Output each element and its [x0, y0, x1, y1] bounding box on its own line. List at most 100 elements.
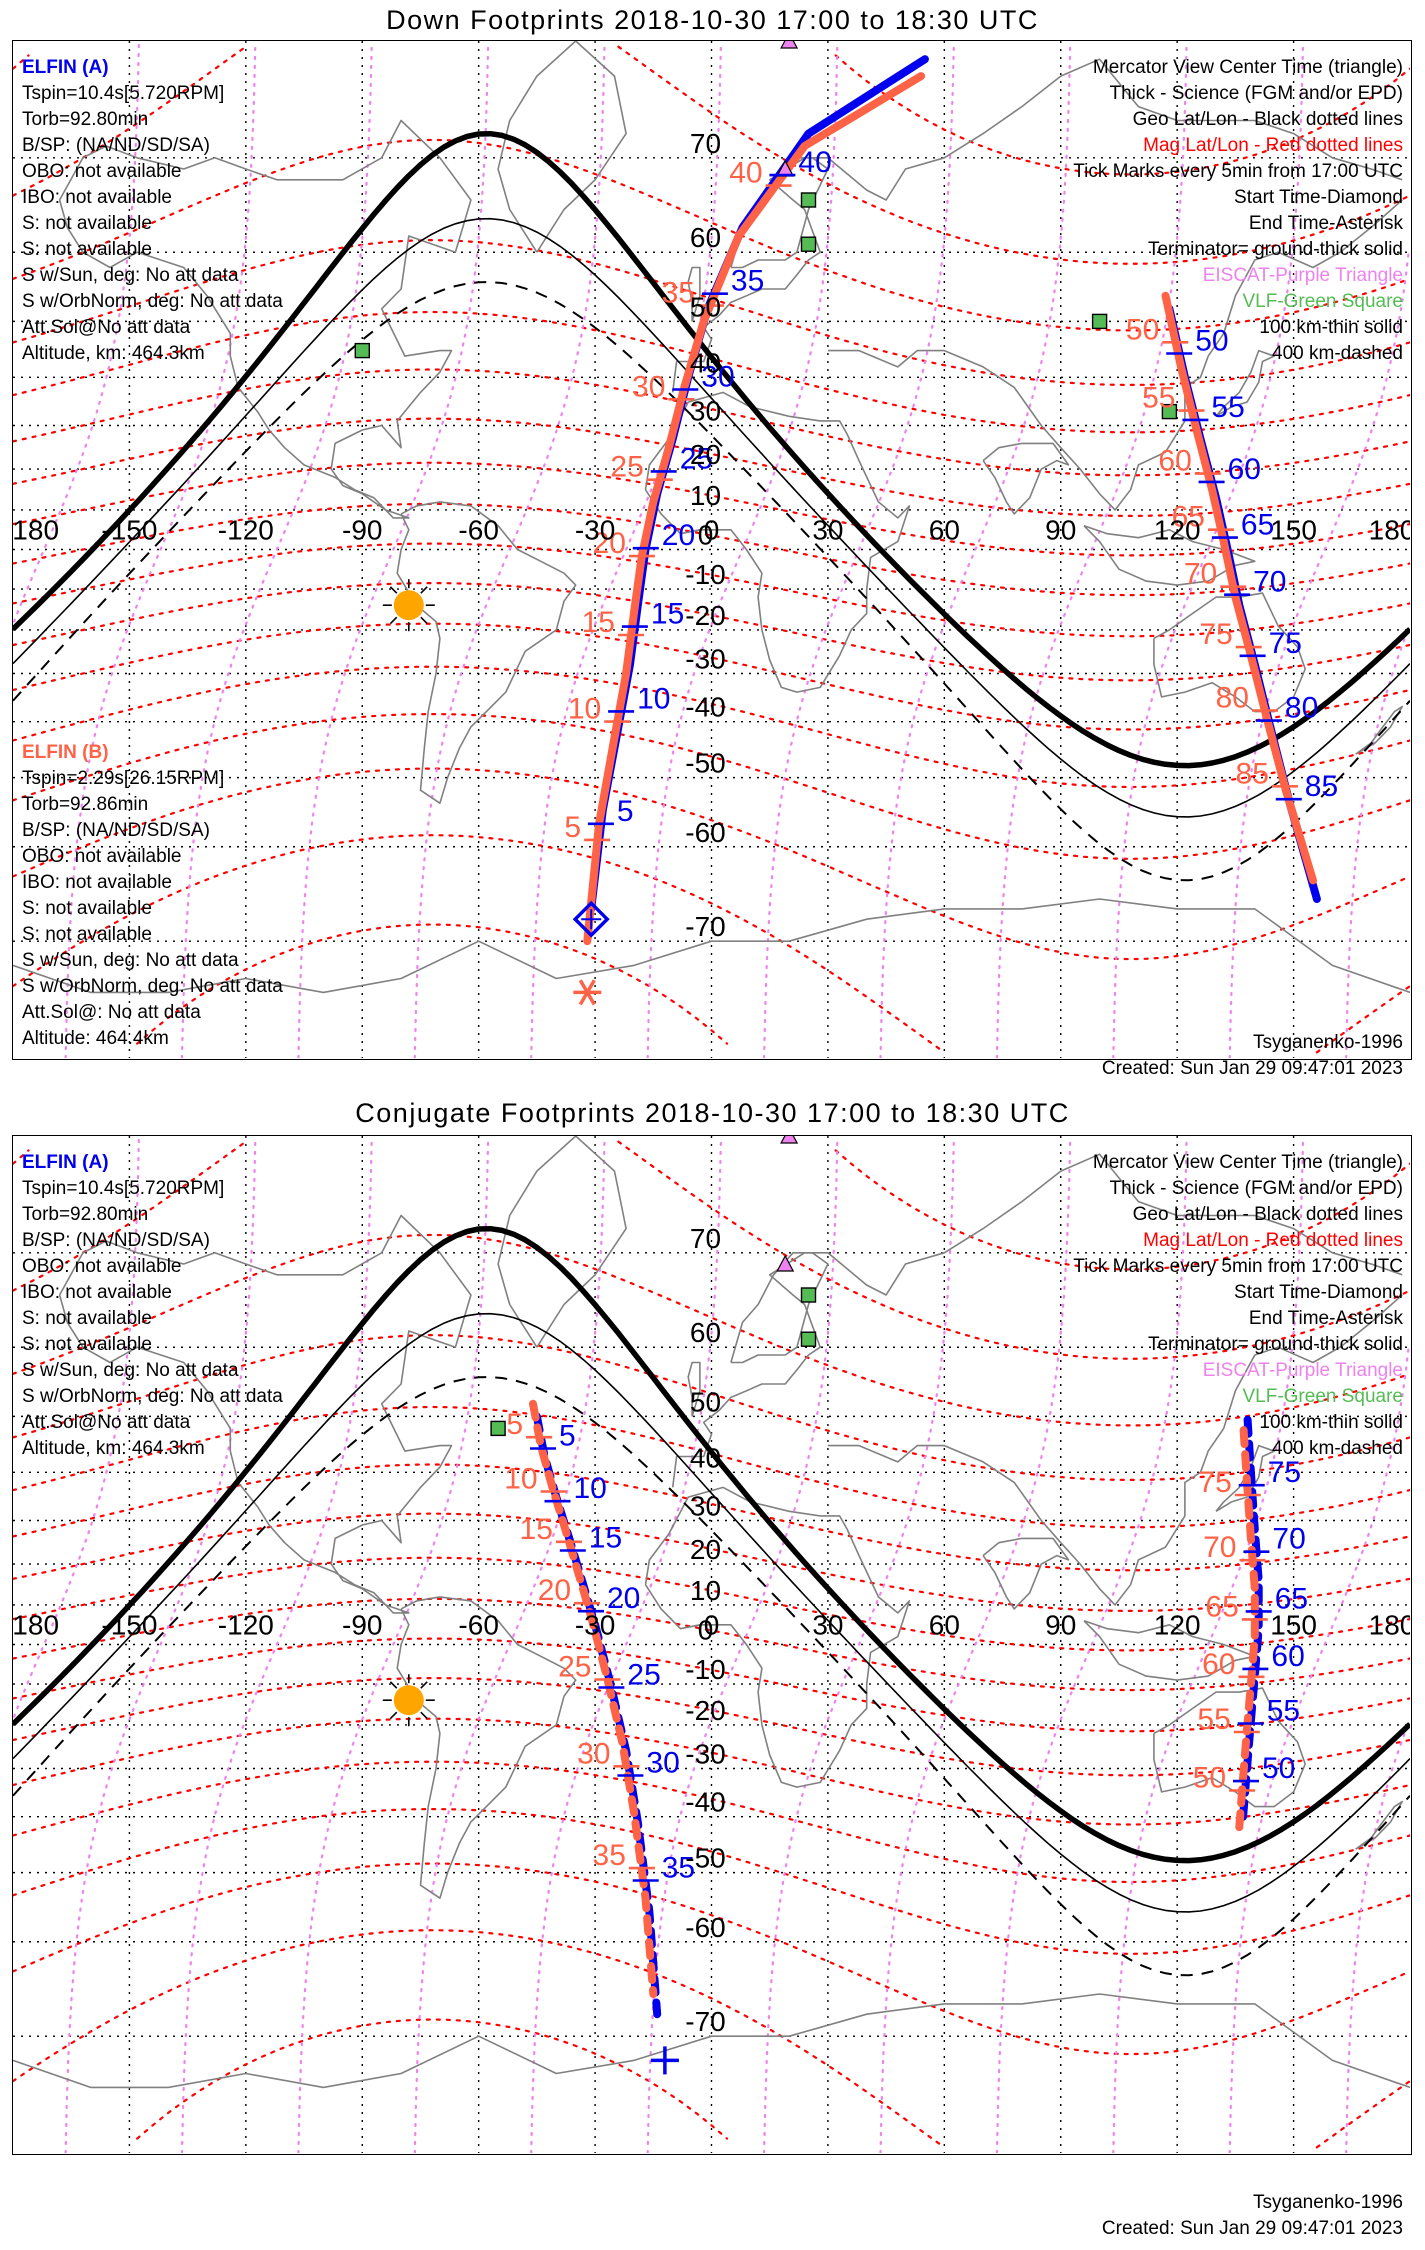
mag-longitude-gridline [297, 41, 490, 1058]
mag-longitude-gridline [1345, 1727, 1408, 2153]
mag-longitude-gridline [879, 41, 1072, 1058]
panel-down-footprints: Down Footprints 2018-10-30 17:00 to 18:3… [0, 0, 1425, 1090]
coastline [982, 442, 1070, 515]
mag-longitude-gridline [64, 1136, 257, 2153]
legend-item: Mercator View Center Time (triangle) [1092, 57, 1403, 78]
orbit-tick-label: 75 [1269, 627, 1302, 660]
info-line: Att.Sol@No att data [22, 1412, 191, 1433]
orbit-track [1235, 1418, 1259, 1832]
legend-item: End Time-Asterisk [1248, 213, 1403, 234]
orbit-tick-label: 15 [651, 598, 684, 631]
coastline [827, 1294, 1403, 1606]
coastline [1153, 592, 1306, 713]
elfin-a-name: ELFIN [22, 1152, 77, 1173]
orbit-tick-label: 10 [637, 682, 670, 715]
info-line: S: not available [22, 239, 152, 260]
elfin-b-designator: (B) [82, 742, 109, 763]
orbit-tick-label: 60 [1202, 1648, 1235, 1681]
latitude-axis-label: 60 [690, 222, 721, 253]
coastline [396, 501, 577, 805]
mag-longitude-gridline [180, 41, 373, 1058]
orbit-tick-label: 75 [1199, 618, 1232, 651]
mag-latitude-gridline [13, 1862, 1410, 2056]
mag-latitude-gridline [617, 1140, 1410, 1360]
orbit-tick-label: 25 [680, 442, 713, 475]
mag-latitude-gridline [13, 1760, 1410, 1884]
sun-icon [382, 1674, 435, 1727]
coastline [671, 1153, 1403, 1488]
info-header-elfin-b: ELFIN (B) [22, 740, 283, 766]
orbit-tick-label: 20 [662, 519, 695, 552]
orbit-tick-label: 50 [1126, 313, 1159, 346]
vlf-square-icon [1091, 313, 1108, 330]
mag-latitude-gridline [13, 834, 946, 1054]
map-canvas-conjugate[interactable]: 5 10 15 20 25 30 35 5 10 15 20 25 30 35 50 55 60 65 70 75 50… [12, 1135, 1412, 2155]
legend-item: End Time-Asterisk [1248, 1308, 1403, 1329]
orbit-tick-label: 70 [1272, 1523, 1305, 1556]
orbit-tick-label: 10 [504, 1463, 537, 1496]
info-header-elfin-a: ELFIN (A) [22, 1150, 283, 1176]
coastline [13, 1993, 1410, 2089]
latitude-axis-label: 40 [690, 347, 721, 378]
created-timestamp: Created: Sun Jan 29 09:47:01 2023 [1101, 1058, 1403, 1079]
info-line: S: not available [22, 898, 152, 919]
eiscat-triangle-icon [776, 1254, 795, 1272]
coastline [58, 1214, 472, 1614]
orbit-tick-label: 40 [798, 146, 831, 179]
mag-longitude-gridline [646, 41, 839, 1058]
legend-item: Geo Lat/Lon - Black dotted lines [1132, 109, 1403, 130]
longitude-axis-label: 150 [1270, 1610, 1317, 1641]
vlf-square-icon [800, 192, 817, 208]
info-line: Altitude: 464.4km [22, 1028, 169, 1049]
legend-down: Mercator View Center Time (triangle) Thi… [1073, 55, 1403, 367]
orbit-tick-label: 20 [593, 527, 626, 560]
start-time-diamond-icon [572, 900, 610, 938]
legend-item: VLF-Green Square [1242, 1386, 1403, 1407]
mag-longitude-gridline [297, 1136, 490, 2153]
orbit-tick-label: 25 [610, 451, 643, 484]
coastline [687, 1361, 701, 1417]
mag-latitude-gridline [617, 45, 1410, 265]
info-line: S w/Sun, deg: No att data [22, 265, 239, 286]
map-canvas-down[interactable]: 5 10 15 20 25 30 35 40 5 10 15 20 25 30 35 40 50 55 60 65 70… [12, 40, 1412, 1060]
longitude-axis-label: -180 [13, 1610, 59, 1641]
info-line: S w/Sun, deg: No att data [22, 950, 239, 971]
orbit-tick-label: 15 [582, 606, 615, 639]
coastline [982, 1537, 1070, 1610]
orbit-tick-label: 85 [1236, 757, 1269, 790]
legend-item: Thick - Science (FGM and/or EPD) [1109, 1178, 1403, 1199]
mag-latitude-gridline [13, 767, 1410, 961]
info-line: S: not available [22, 1308, 152, 1329]
coastline [1355, 1800, 1403, 1850]
mag-latitude-gridline [13, 712, 1410, 861]
info-line: S: not available [22, 924, 152, 945]
info-line: IBO: not available [22, 187, 172, 208]
mag-longitude-gridline [64, 41, 257, 1058]
orbit-tick-label: 65 [1241, 509, 1274, 542]
mag-latitude-gridline [13, 1717, 1410, 1826]
mag-latitude-gridline [13, 368, 1410, 477]
orbit-tick-label: 30 [577, 1737, 610, 1770]
info-line: Att.Sol@No att data [22, 317, 191, 338]
orbit-tick-label: 10 [574, 1472, 607, 1505]
orbit-tick-label: 15 [589, 1522, 622, 1555]
orbit-tick-label: 30 [646, 1747, 679, 1780]
legend-item: Start Time-Diamond [1234, 1282, 1403, 1303]
orbit-tick-label: 70 [1184, 558, 1217, 591]
coastline [827, 199, 1403, 511]
latitude-axis-label: -40 [685, 692, 725, 723]
latitude-axis-label: -10 [685, 1654, 725, 1685]
orbit-tick-label: 35 [593, 1839, 626, 1872]
legend-item: Terminator= ground-thick solid [1147, 239, 1403, 260]
info-line: IBO: not available [22, 872, 172, 893]
info-line: OBO: not available [22, 161, 182, 182]
orbit-tick-label: 15 [520, 1513, 553, 1546]
orbit-tick-label: 50 [1195, 325, 1228, 358]
orbit-tick-label: 20 [607, 1582, 640, 1615]
orbit-tick-label: 75 [1268, 1456, 1301, 1489]
info-line: OBO: not available [22, 846, 182, 867]
mag-longitude-gridline [762, 41, 956, 1058]
longitude-axis-label: 180 [1369, 1610, 1410, 1641]
orbit-tick-label: 60 [1271, 1640, 1304, 1673]
mag-longitude-gridline [530, 1136, 723, 2153]
